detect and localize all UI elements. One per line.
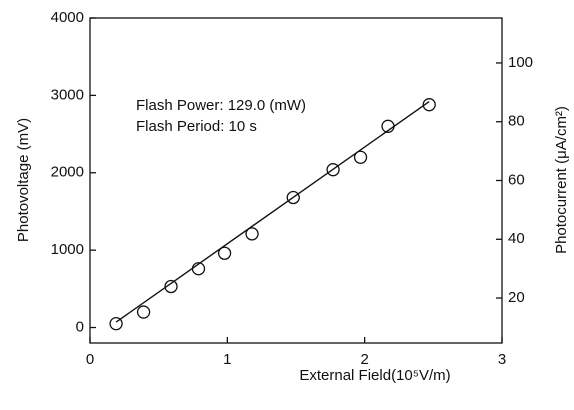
fit-line [115,100,430,323]
annotation: Flash Power: 129.0 (mW) [136,97,306,114]
data-point [353,150,368,164]
x-tick-label: 3 [498,351,506,368]
data-point [217,246,232,260]
x-tick-label: 2 [360,351,368,368]
data-point [286,190,300,205]
plot-frame [89,17,503,344]
data-point [109,317,123,331]
x-tick-label: 0 [86,351,94,368]
data-point [136,305,151,319]
y-tick-label: 1000 [51,241,84,258]
data-point [245,227,259,241]
y2-axis-label: Photocurrent (μA/cm²) [553,106,570,254]
y2-tick-label: 60 [508,171,525,188]
data-point [326,163,340,177]
annotation: Flash Period: 10 s [136,118,257,135]
y2-tick-label: 100 [508,54,533,71]
y2-tick-label: 40 [508,230,525,247]
data-point [191,262,206,276]
y-tick-label: 0 [76,318,84,335]
y2-tick-label: 80 [508,113,525,130]
y-tick-label: 4000 [51,9,84,26]
y-tick-label: 2000 [51,164,84,181]
y2-tick-label: 20 [508,289,525,306]
y-axis-label: Photovoltage (mV) [15,118,32,242]
data-point [164,279,178,294]
data-point [422,98,436,112]
x-axis-label: External Field(10⁵V/m) [299,367,450,384]
y-tick-label: 3000 [51,86,84,103]
x-tick-label: 1 [223,351,231,368]
data-point [381,119,395,133]
